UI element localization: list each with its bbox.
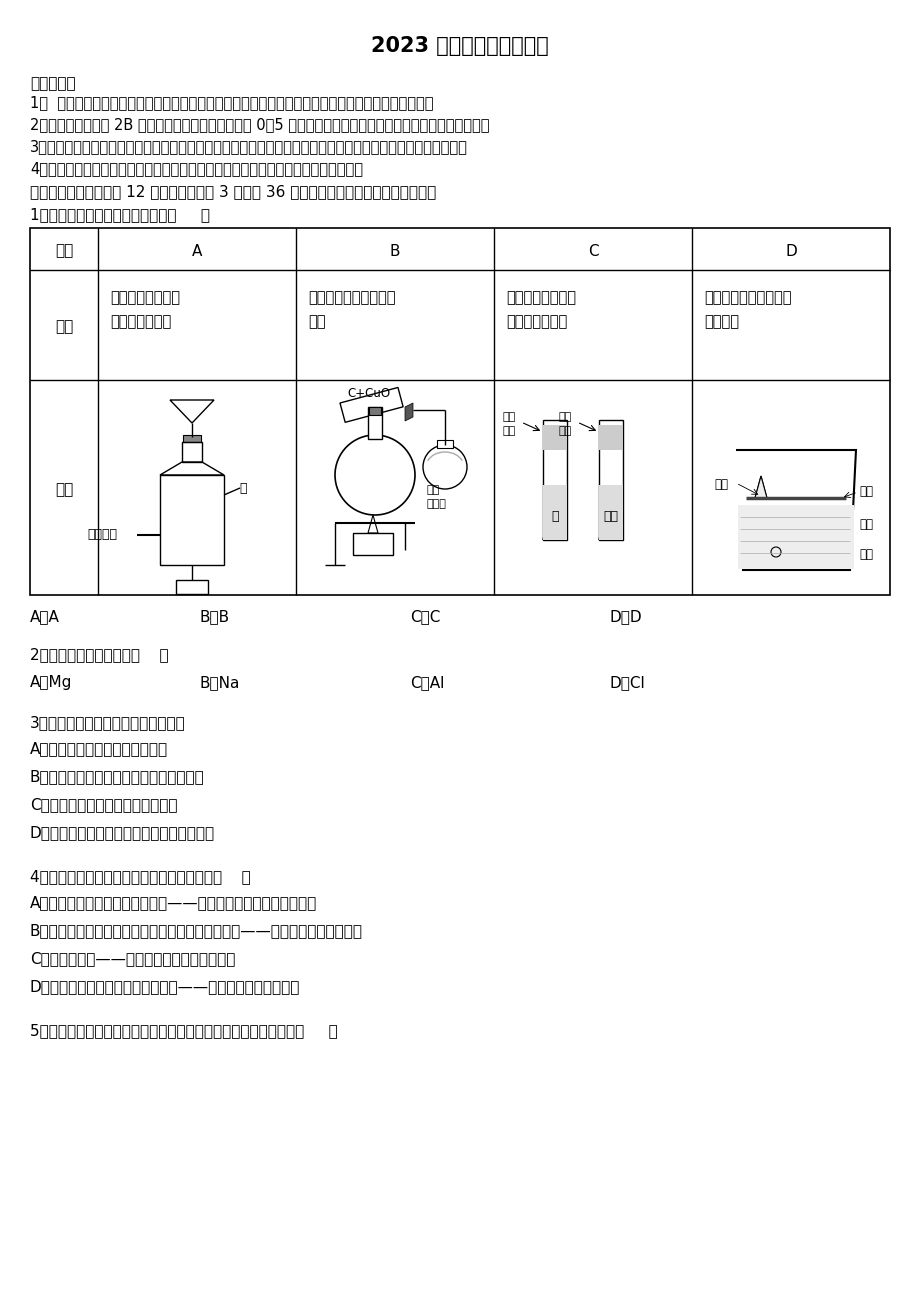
Bar (160, 475, 223, 565)
Text: 5．下列有关叙述对应的化学方程式、反应的基本类型均正确的是（     ）: 5．下列有关叙述对应的化学方程式、反应的基本类型均正确的是（ ） (30, 1023, 337, 1038)
Text: 目的: 目的 (55, 319, 73, 335)
Bar (437, 440, 452, 448)
Text: 铜片: 铜片 (858, 486, 872, 497)
Text: 酸钾: 酸钾 (559, 426, 572, 436)
Text: 水: 水 (550, 510, 558, 523)
Text: D: D (784, 243, 796, 259)
Text: C．氢氧化钠溶于水后溶液温度升高: C．氢氧化钠溶于水后溶液温度升高 (30, 797, 177, 812)
Text: 1．下列实验不能达到实验目的是（     ）: 1．下列实验不能达到实验目的是（ ） (30, 207, 210, 223)
Bar (182, 441, 202, 462)
Bar (542, 424, 566, 450)
Text: C．C: C．C (410, 609, 440, 624)
Text: 3．请按照题号顺序在各题目的答题区域内作答，超出答题区域书写的答案无效；在草稿纸、试题卷上答题无效。: 3．请按照题号顺序在各题目的答题区域内作答，超出答题区域书写的答案无效；在草稿纸… (30, 139, 468, 154)
Text: 3．下列有关实验现象的描述正确的是: 3．下列有关实验现象的描述正确的是 (30, 715, 186, 730)
Text: C．Al: C．Al (410, 674, 444, 690)
Text: 水: 水 (239, 482, 246, 495)
Text: 石灰水: 石灰水 (426, 499, 447, 509)
Bar (353, 533, 392, 555)
Text: A．Mg: A．Mg (30, 674, 73, 690)
Text: 需要氧气: 需要氧气 (703, 314, 738, 329)
Bar (176, 579, 208, 594)
Bar (340, 388, 403, 422)
Text: 酸钾: 酸钾 (503, 426, 516, 436)
Text: 方案: 方案 (55, 482, 73, 497)
Text: 反应: 反应 (308, 314, 325, 329)
Bar (30, 228, 889, 595)
Bar (542, 486, 566, 540)
Text: D．Cl: D．Cl (609, 674, 645, 690)
Bar (737, 505, 853, 569)
Text: 水且能和水反应: 水且能和水反应 (110, 314, 171, 329)
Text: B．铜片放入稀盐酸中，铜片表面产生气泡: B．铜片放入稀盐酸中，铜片表面产生气泡 (30, 769, 205, 784)
Text: 一、选择题（本题包括 12 个小题，每小题 3 分，共 36 分．每小题只有一个选项符合题意）: 一、选择题（本题包括 12 个小题，每小题 3 分，共 36 分．每小题只有一个… (30, 184, 436, 199)
Text: B．Na: B．Na (199, 674, 240, 690)
Text: B．B: B．B (199, 609, 230, 624)
Text: 热水: 热水 (858, 518, 872, 531)
Bar (598, 486, 622, 540)
Text: 1．  答题前，考生先将自己的姓名、准考证号填写清楚，将条形码准确粘贴在考生信息条形码粘贴区。: 1． 答题前，考生先将自己的姓名、准考证号填写清楚，将条形码准确粘贴在考生信息条… (30, 95, 433, 109)
Bar (183, 435, 200, 441)
Text: 二氧化碳: 二氧化碳 (87, 529, 117, 542)
Text: 证明碳与氧化铜能发生: 证明碳与氧化铜能发生 (308, 290, 395, 305)
Text: 2．属于非金属元素的是（    ）: 2．属于非金属元素的是（ ） (30, 647, 168, 661)
Polygon shape (404, 404, 413, 421)
Text: C．用水扑灭火——水可以降低可燃物的着火点: C．用水扑灭火——水可以降低可燃物的着火点 (30, 950, 235, 966)
Text: A．A: A．A (30, 609, 60, 624)
Text: A．硫在氧气中燃烧生成二氧化硫: A．硫在氧气中燃烧生成二氧化硫 (30, 741, 168, 756)
Text: D．D: D．D (609, 609, 642, 624)
Text: 澄清: 澄清 (426, 486, 440, 495)
Text: 白磷: 白磷 (713, 478, 727, 491)
Text: 高锰: 高锰 (503, 411, 516, 422)
Bar (598, 424, 622, 450)
Bar (542, 421, 566, 540)
Text: 高锰: 高锰 (559, 411, 572, 422)
Text: 探究燃烧的条件是燃烧: 探究燃烧的条件是燃烧 (703, 290, 790, 305)
Text: C: C (587, 243, 597, 259)
Text: 4．保持卡面清洁，不要折叠，不要弄破、弄皱，不准使用涂改液、修正带、刮纸刀。: 4．保持卡面清洁，不要折叠，不要弄破、弄皱，不准使用涂改液、修正带、刮纸刀。 (30, 161, 363, 176)
Text: D．棉线在空气中燃烧，产生烧焦羽毛的气味: D．棉线在空气中燃烧，产生烧焦羽毛的气味 (30, 825, 215, 840)
Text: 序号: 序号 (55, 243, 73, 259)
Bar (368, 408, 381, 439)
Text: A．将很大体积的氧气压入钢瓶中——一压强增大氧气分子体积变小: A．将很大体积的氧气压入钢瓶中——一压强增大氧气分子体积变小 (30, 894, 317, 910)
Text: 4．下列对生产或生活中的现象解释正确的是（    ）: 4．下列对生产或生活中的现象解释正确的是（ ） (30, 868, 251, 884)
Text: 2023 年中考化学模拟试卷: 2023 年中考化学模拟试卷 (370, 36, 549, 56)
Text: D．不能用铜丝代替电表中的保险丝——铜的导电性比保险丝强: D．不能用铜丝代替电表中的保险丝——铜的导电性比保险丝强 (30, 979, 300, 993)
Text: B: B (390, 243, 400, 259)
FancyBboxPatch shape (369, 408, 380, 415)
Text: 探究同种溶质在不: 探究同种溶质在不 (505, 290, 575, 305)
Text: 证明二氧化碳溶于: 证明二氧化碳溶于 (110, 290, 180, 305)
Text: 白磷: 白磷 (858, 548, 872, 561)
Text: 注意事项：: 注意事项： (30, 76, 75, 91)
Text: B．蔗糖溶解在热水中比溶解在冷水中的溶解速率快——温度升高分子运动加快: B．蔗糖溶解在热水中比溶解在冷水中的溶解速率快——温度升高分子运动加快 (30, 923, 363, 937)
Text: A: A (191, 243, 202, 259)
Text: 同溶剂的溶解性: 同溶剂的溶解性 (505, 314, 567, 329)
Text: C+CuO: C+CuO (346, 387, 390, 400)
Bar (598, 421, 622, 540)
Text: 汽油: 汽油 (603, 510, 618, 523)
Polygon shape (754, 477, 766, 497)
Text: 2．选择题必须使用 2B 铅笔填涂；非选择题必须使用 0．5 毫米黑色字迹的签字笔书写，字体工整、笔迹清楚。: 2．选择题必须使用 2B 铅笔填涂；非选择题必须使用 0．5 毫米黑色字迹的签字… (30, 117, 489, 132)
